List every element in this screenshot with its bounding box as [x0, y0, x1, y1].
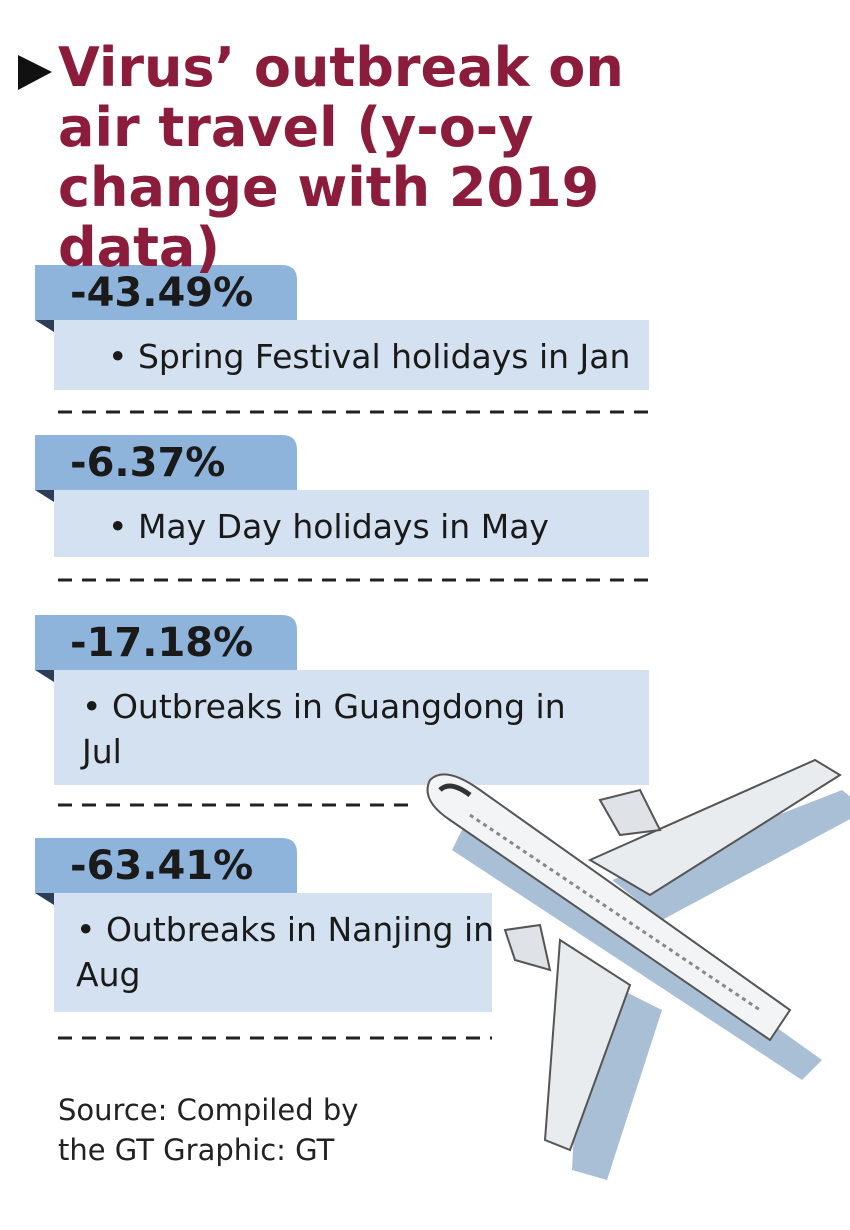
- description: • Outbreaks in Nanjing in Aug: [76, 910, 495, 994]
- value-label: -63.41%: [70, 843, 254, 889]
- tab-fold: [35, 893, 54, 905]
- description: • May Day holidays in May: [108, 507, 549, 546]
- value-tab: [35, 435, 297, 490]
- value-tab: [35, 615, 297, 670]
- description-box: [54, 320, 649, 390]
- value-label: -6.37%: [70, 440, 226, 486]
- value-label: -17.18%: [70, 620, 254, 666]
- description: • Outbreaks in Guangdong in Jul: [82, 687, 566, 771]
- description-box: [54, 670, 649, 785]
- description: • Spring Festival holidays in Jan: [108, 337, 631, 376]
- source: Source: Compiled by the GT Graphic: GT: [58, 1093, 359, 1167]
- value-tab: [35, 265, 297, 320]
- tab-fold: [35, 320, 54, 332]
- tab-fold: [35, 670, 54, 682]
- title: Virus’ outbreak on air travel (y-o-y cha…: [58, 36, 624, 279]
- description-box: [54, 893, 492, 1012]
- title-arrow: [18, 55, 52, 90]
- value-label: -43.49%: [70, 270, 254, 316]
- tab-fold: [35, 490, 54, 502]
- value-tab: [35, 838, 297, 893]
- airplane: [426, 758, 850, 1180]
- description-box: [54, 490, 649, 557]
